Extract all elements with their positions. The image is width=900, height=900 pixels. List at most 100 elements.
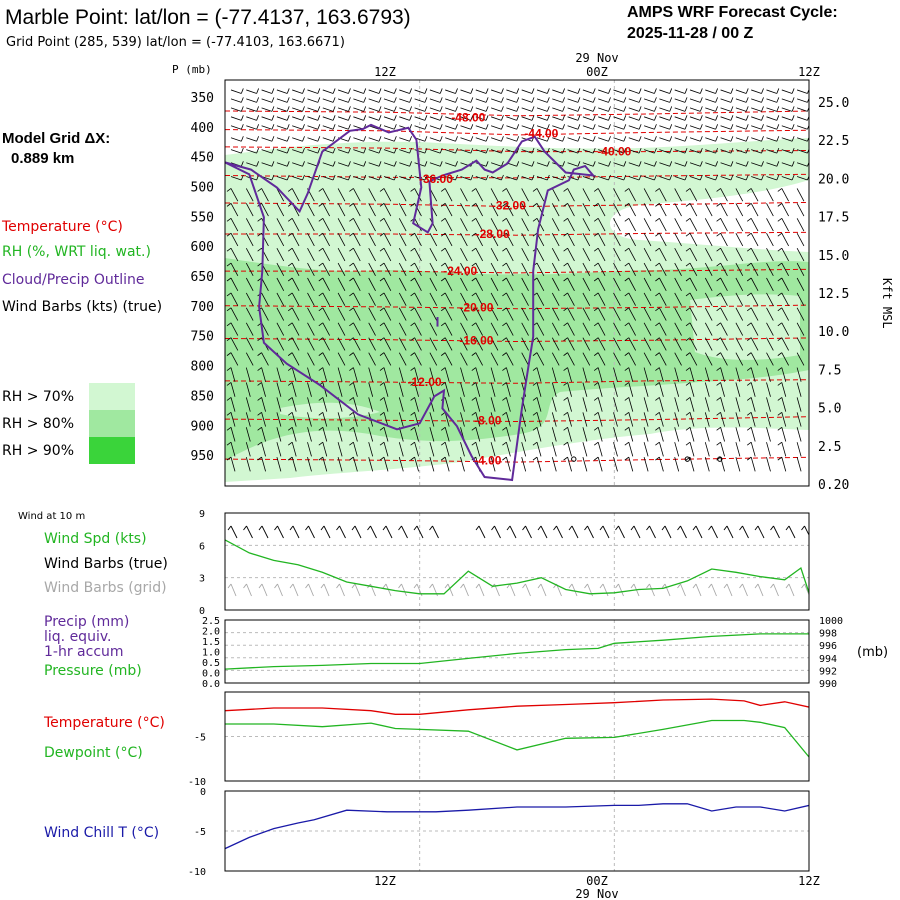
wind-barb-flag — [287, 322, 293, 327]
wind-barb-flag — [608, 148, 611, 154]
wind-barb-flag — [623, 174, 627, 181]
wind-barb — [597, 292, 606, 306]
wind-barb-flag — [777, 337, 783, 342]
wind-barb — [796, 188, 805, 202]
wind-barb-flag — [669, 115, 673, 121]
axis-tick-label: 0.5 — [202, 658, 220, 669]
wind-barb — [582, 337, 591, 351]
wind-barb-flag — [302, 148, 305, 154]
wind-barb — [689, 457, 695, 472]
wind-barb-flag — [379, 456, 385, 461]
wind-barb — [689, 442, 695, 457]
axis-tick-label: 0.0 — [202, 679, 220, 690]
wind-barb — [292, 116, 303, 121]
wind-barb-flag — [684, 136, 688, 142]
surface-barb-grid-flag — [320, 583, 325, 589]
wind-barb-flag — [502, 412, 507, 416]
wind-barb-flag — [807, 148, 809, 154]
wind-barb — [245, 322, 254, 336]
wind-barb — [460, 457, 465, 472]
wind-barb — [490, 149, 502, 154]
wind-barb — [751, 125, 762, 130]
wind-barb — [353, 137, 364, 142]
wind-barb — [475, 125, 487, 130]
wind-barb — [750, 322, 759, 336]
wind-barb-flag — [563, 217, 568, 222]
isotherm-line — [225, 268, 809, 274]
wind-barb — [551, 292, 560, 306]
wind-barb — [521, 307, 529, 321]
surface-barb-true-flag — [429, 525, 433, 531]
wind-barb — [276, 125, 288, 130]
wind-barb — [735, 292, 744, 306]
wind-barb-flag — [655, 292, 660, 297]
wind-barb — [597, 412, 603, 427]
wind-barb — [704, 188, 713, 202]
wind-barb — [643, 457, 649, 472]
legend-rh70-swatch — [89, 383, 135, 410]
pressure-tick-label: 750 — [191, 330, 214, 345]
wind-barb-flag — [256, 136, 260, 142]
wind-barb — [445, 107, 456, 112]
wind-barb — [444, 427, 450, 442]
wind-barb-flag — [746, 456, 752, 461]
wind-barb — [414, 457, 419, 472]
wind-barb — [536, 247, 545, 262]
wind-barb — [582, 427, 588, 442]
wind-barb-flag — [424, 136, 428, 142]
wind-barb — [567, 218, 575, 232]
wind-barb — [766, 162, 777, 167]
wind-barb-flag — [669, 161, 673, 167]
wind-barb-flag — [562, 106, 566, 112]
wind-barb — [735, 427, 741, 442]
wind-barb — [720, 247, 728, 262]
wind-barb-flag — [791, 88, 795, 94]
wind-barb — [368, 442, 374, 457]
surface-barb-true-flag — [708, 525, 712, 531]
wind-barb-flag — [623, 124, 627, 130]
wind-barb — [506, 367, 511, 382]
surface-barb-true — [649, 525, 656, 539]
wind-barb — [322, 89, 334, 94]
wind-barb — [751, 162, 762, 167]
wind-barb — [551, 277, 560, 291]
axis-tick-label: 990 — [819, 679, 837, 690]
wind-barb — [414, 116, 426, 121]
wind-barb-flag — [791, 115, 795, 121]
wind-barb — [276, 457, 282, 472]
wind-barb — [429, 89, 441, 94]
surface-barb-grid-flag — [351, 583, 356, 589]
wind-barb-flag — [563, 441, 568, 446]
wind-barb — [796, 367, 802, 382]
surface-barb-true — [742, 525, 749, 539]
wind-barb-flag — [332, 88, 336, 94]
wind-barb — [261, 322, 269, 336]
rh-light-patch-lower — [280, 402, 380, 419]
wind-barb — [460, 382, 465, 397]
surface-barb-true — [711, 525, 718, 539]
surface-barb-true-flag — [801, 525, 805, 531]
wind-barb-flag — [531, 106, 535, 112]
wind-barb-flag — [302, 136, 305, 142]
wind-barb — [414, 218, 422, 232]
wind-chill-frame — [224, 790, 810, 872]
wind-barb — [750, 262, 759, 277]
wind-barb — [582, 382, 588, 397]
wind-barb-flag — [502, 337, 507, 342]
wind-barb — [567, 352, 575, 366]
wind-barb — [521, 427, 527, 442]
wind-barb — [613, 116, 624, 121]
wind-barb — [628, 107, 640, 112]
wind-barb-flag — [685, 203, 691, 207]
wind-barb-flag — [455, 124, 458, 130]
wind-barb — [750, 427, 756, 442]
wind-barb-flag — [349, 217, 354, 222]
wind-barb — [490, 162, 502, 167]
isotherm-line — [225, 110, 809, 117]
surface-barb-grid — [246, 583, 252, 597]
wind-barb — [337, 307, 346, 321]
wind-barb-flag — [302, 174, 305, 181]
wind-barb-flag — [379, 352, 385, 356]
wind-barb — [521, 176, 533, 181]
